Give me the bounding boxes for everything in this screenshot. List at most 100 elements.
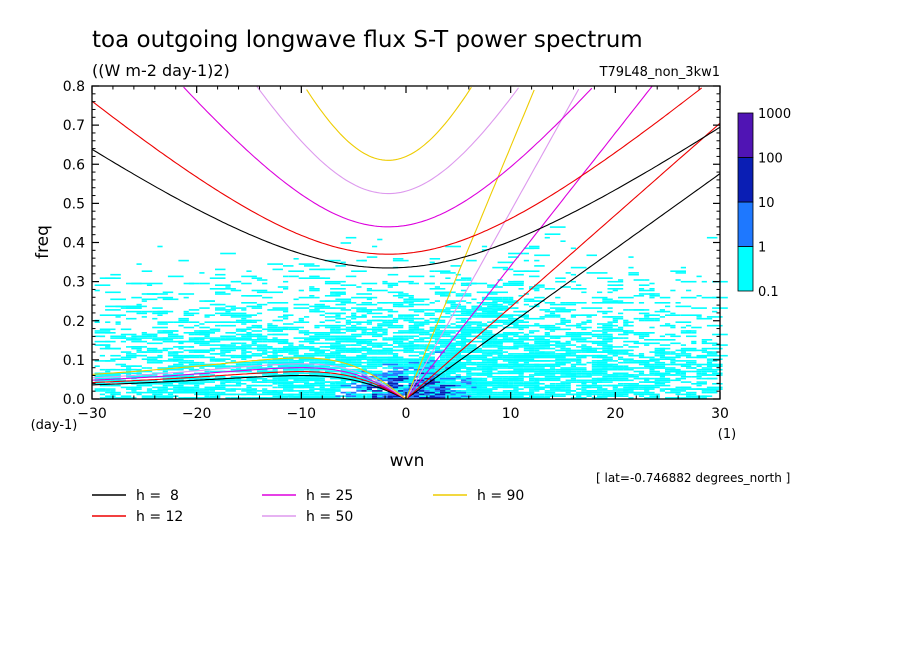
heat-cell: [146, 333, 158, 336]
heat-cell: [607, 307, 613, 309]
heat-cell: [518, 321, 529, 323]
heat-cell: [136, 354, 147, 357]
heat-cell: [288, 270, 304, 272]
heat-cell: [623, 360, 629, 362]
heat-cell: [670, 335, 681, 338]
heat-cell: [361, 358, 367, 360]
heat-cell: [246, 295, 263, 297]
heat-cell: [701, 280, 707, 283]
heat-cell: [481, 291, 493, 294]
heat-cell: [602, 324, 618, 327]
heat-cell: [466, 339, 472, 341]
heat-cell: [293, 307, 310, 309]
heat-cell: [471, 282, 488, 285]
heat-cell: [345, 319, 351, 322]
heat-cell: [612, 377, 629, 380]
heat-cell: [628, 397, 634, 399]
heat-cell: [644, 360, 660, 362]
heat-cell: [440, 376, 446, 378]
heat-cell: [146, 284, 153, 286]
heat-cell: [450, 305, 467, 308]
heat-cell: [392, 367, 409, 369]
heat-cell: [555, 395, 566, 397]
legend-label: h = 12: [136, 509, 183, 525]
heat-cell: [324, 381, 341, 383]
heat-cell: [476, 337, 493, 339]
heat-cell: [570, 324, 582, 327]
colorbar-label: 100: [758, 152, 783, 167]
heat-cell: [534, 390, 540, 392]
heat-cell: [105, 309, 121, 311]
heat-cell: [419, 347, 430, 350]
heat-cell: [534, 340, 550, 343]
heat-cell: [403, 302, 409, 304]
heat-cell: [701, 356, 707, 359]
heat-cell: [607, 302, 624, 304]
heat-cell: [675, 279, 681, 281]
heat-cell: [377, 238, 383, 241]
heat-cell: [555, 296, 561, 299]
heat-cell: [534, 349, 540, 352]
heat-cell: [351, 324, 357, 327]
heat-cell: [235, 347, 247, 350]
heat-cell: [408, 302, 414, 304]
heat-cell: [398, 390, 404, 392]
heat-cell: [288, 353, 299, 355]
heat-cell: [392, 384, 399, 387]
heat-cell: [330, 351, 341, 353]
heat-cell: [230, 314, 247, 316]
heat-cell: [492, 349, 503, 352]
heat-cell: [356, 349, 372, 352]
heat-cell: [523, 252, 529, 255]
heat-cell: [565, 302, 577, 304]
heat-cell: [445, 376, 461, 378]
heat-cell: [330, 335, 341, 338]
heat-cell: [340, 365, 352, 367]
x-tick-label: 20: [606, 406, 624, 422]
heat-cell: [162, 360, 179, 362]
x-tick-label: −20: [182, 406, 212, 422]
heat-cell: [220, 365, 231, 367]
heat-cell: [424, 319, 430, 322]
heat-cell: [659, 354, 665, 357]
heat-cell: [372, 367, 378, 369]
heat-cell: [392, 340, 399, 343]
heat-cell: [178, 377, 189, 380]
heat-cell: [382, 316, 388, 318]
heat-cell: [429, 381, 446, 383]
heat-cell: [670, 374, 686, 376]
heat-cell: [429, 333, 441, 336]
heat-cell: [319, 381, 331, 383]
heat-cell: [220, 358, 231, 360]
heat-cell: [513, 280, 524, 283]
heat-cell: [413, 363, 419, 366]
heat-cell: [204, 351, 210, 353]
heat-cell: [162, 349, 168, 352]
heat-cell: [194, 342, 200, 345]
heat-cell: [529, 347, 535, 350]
heat-cell: [534, 388, 540, 390]
heat-cell: [487, 361, 498, 364]
heat-cell: [576, 332, 592, 334]
heat-cell: [215, 309, 226, 311]
heat-cell: [529, 288, 540, 290]
heat-cell: [513, 381, 519, 383]
heat-cell: [429, 330, 446, 332]
heat-cell: [298, 372, 304, 375]
heat-cell: [366, 340, 372, 343]
heat-cell: [387, 370, 393, 373]
heat-cell: [487, 286, 498, 288]
heat-cell: [288, 395, 294, 397]
x-tick-label: 0: [402, 406, 411, 422]
heat-cell: [691, 332, 697, 334]
heat-cell: [508, 333, 514, 336]
heat-cell: [225, 393, 236, 396]
heat-cell: [549, 303, 561, 306]
heat-cell: [597, 326, 613, 329]
heat-cell: [209, 379, 215, 382]
heat-cell: [126, 310, 142, 313]
heat-cell: [680, 314, 686, 316]
heat-cell: [476, 309, 488, 311]
heat-cell: [607, 346, 624, 348]
heat-cell: [502, 282, 508, 285]
